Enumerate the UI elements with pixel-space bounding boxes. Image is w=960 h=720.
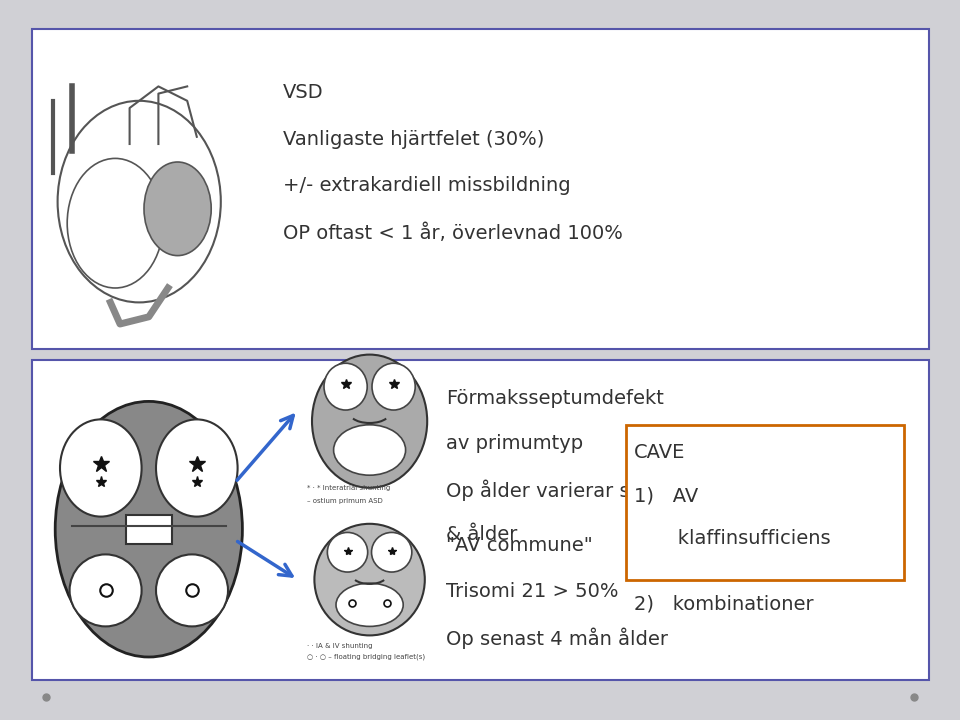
Ellipse shape [60,419,142,516]
Ellipse shape [327,532,368,572]
FancyBboxPatch shape [38,47,245,335]
Text: VSD: VSD [283,83,324,102]
Ellipse shape [324,364,368,410]
Ellipse shape [156,554,228,626]
FancyBboxPatch shape [36,371,272,673]
Ellipse shape [334,425,406,475]
Text: Trisomi 21 > 50%: Trisomi 21 > 50% [446,582,619,600]
Ellipse shape [69,554,142,626]
Text: av primumtyp: av primumtyp [446,434,584,453]
Text: klaffinsufficiens: klaffinsufficiens [634,529,830,548]
Text: * · * Interatrial shunting: * · * Interatrial shunting [307,485,391,490]
Text: +/- extrakardiell missbildning: +/- extrakardiell missbildning [283,176,571,195]
Text: Op ålder varierar symtom: Op ålder varierar symtom [446,480,699,501]
Ellipse shape [315,524,424,635]
Ellipse shape [372,532,412,572]
FancyBboxPatch shape [126,515,172,544]
Text: Op senast 4 mån ålder: Op senast 4 mån ålder [446,627,668,649]
Ellipse shape [372,364,416,410]
Text: Vanligaste hjärtfelet (30%): Vanligaste hjärtfelet (30%) [283,130,544,148]
Text: OP oftast < 1 år, överlevnad 100%: OP oftast < 1 år, överlevnad 100% [283,223,623,243]
Text: "AV commune": "AV commune" [446,536,593,555]
Ellipse shape [144,162,211,256]
Text: CAVE: CAVE [634,443,685,462]
Text: ○ · ○ – floating bridging leaflet(s): ○ · ○ – floating bridging leaflet(s) [307,654,425,660]
FancyBboxPatch shape [626,425,904,580]
Ellipse shape [312,354,427,488]
Ellipse shape [58,101,221,302]
Ellipse shape [336,583,403,626]
Text: Förmaksseptumdefekt: Förmaksseptumdefekt [446,389,664,408]
Ellipse shape [67,158,163,288]
Text: & ålder: & ålder [446,525,517,544]
Ellipse shape [56,401,243,657]
FancyBboxPatch shape [32,360,929,680]
Text: · · IA & IV shunting: · · IA & IV shunting [307,643,372,649]
Text: 1)   AV: 1) AV [634,486,698,505]
Text: – ostium primum ASD: – ostium primum ASD [307,498,383,503]
FancyBboxPatch shape [32,29,929,349]
Text: 2)   kombinationer: 2) kombinationer [634,594,813,613]
Ellipse shape [156,419,238,516]
